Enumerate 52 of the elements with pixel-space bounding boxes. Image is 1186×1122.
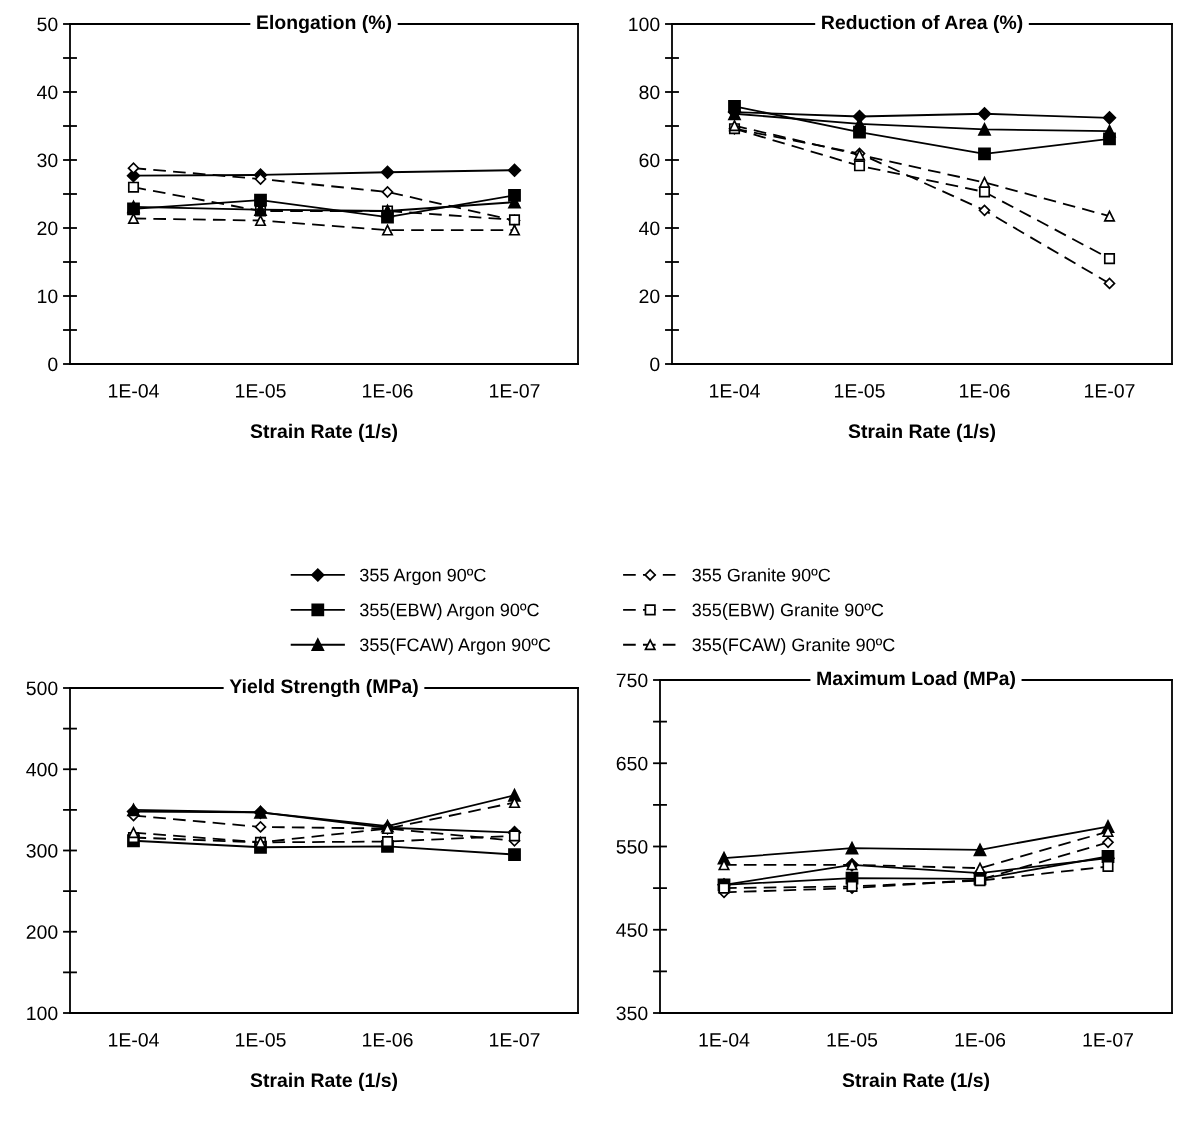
y-tick-label: 30 [37, 153, 58, 168]
chart-title: Yield Strength (MPa) [229, 678, 418, 698]
chart-title: Elongation (%) [257, 14, 392, 34]
y-tick-label: 400 [26, 762, 58, 777]
y-tick-label: 100 [27, 1006, 58, 1021]
x-axis-title: Strain Rate (1/s) [250, 423, 398, 442]
legend-label: 355(EBW) Granite 90ºC [692, 603, 884, 620]
x-tick-label: 1E-05 [835, 383, 885, 398]
x-tick-label: 1E-04 [109, 383, 159, 398]
chart-title: Maximum Load (MPa) [817, 670, 1015, 690]
y-tick-label: 650 [616, 756, 648, 771]
y-tick-label: 20 [639, 289, 660, 304]
legend-label: 355(EBW) Argon 90ºC [360, 603, 539, 620]
x-tick-label: 1E-04 [699, 1032, 750, 1047]
x-tick-label: 1E-04 [109, 1032, 159, 1047]
x-tick-label: 1E-05 [236, 1032, 286, 1047]
chart-title: Reduction of Area (%) [822, 14, 1023, 34]
y-tick-label: 500 [26, 681, 58, 696]
y-tick-label: 40 [639, 221, 660, 236]
x-axis-title: Strain Rate (1/s) [848, 423, 996, 442]
y-tick-label: 100 [629, 17, 660, 32]
x-tick-label: 1E-07 [1085, 383, 1135, 398]
y-tick-label: 550 [616, 839, 648, 854]
y-tick-label: 0 [650, 357, 660, 372]
y-tick-label: 80 [639, 85, 660, 100]
x-tick-label: 1E-07 [1083, 1032, 1133, 1047]
y-tick-label: 0 [48, 357, 58, 372]
x-tick-label: 1E-06 [363, 1032, 413, 1047]
y-tick-label: 20 [37, 221, 58, 236]
x-tick-label: 1E-06 [363, 383, 413, 398]
x-tick-label: 1E-05 [236, 383, 286, 398]
y-tick-label: 750 [616, 673, 648, 688]
legend-label: 355 Granite 90ºC [692, 568, 831, 582]
x-axis-title: Strain Rate (1/s) [842, 1072, 990, 1091]
legend-label: 355 Argon 90ºC [360, 568, 486, 586]
y-tick-label: 200 [26, 925, 58, 939]
x-tick-label: 1E-07 [490, 1032, 540, 1047]
legend-label: 355(FCAW) Granite 90ºC [692, 637, 895, 655]
y-tick-label: 60 [639, 153, 660, 168]
x-tick-label: 1E-06 [955, 1032, 1006, 1047]
y-tick-label: 350 [616, 1006, 648, 1021]
x-tick-label: 1E-05 [827, 1032, 878, 1047]
x-tick-label: 1E-07 [490, 383, 540, 398]
x-tick-label: 1E-04 [710, 383, 760, 398]
x-tick-label: 1E-06 [960, 383, 1010, 398]
y-tick-label: 300 [26, 843, 58, 858]
y-tick-label: 450 [616, 923, 648, 937]
legend-label: 355(FCAW) Argon 90ºC [360, 637, 551, 655]
y-tick-label: 10 [38, 289, 58, 304]
x-axis-title: Strain Rate (1/s) [250, 1072, 398, 1091]
y-tick-label: 50 [37, 17, 58, 32]
y-tick-label: 40 [37, 85, 58, 100]
